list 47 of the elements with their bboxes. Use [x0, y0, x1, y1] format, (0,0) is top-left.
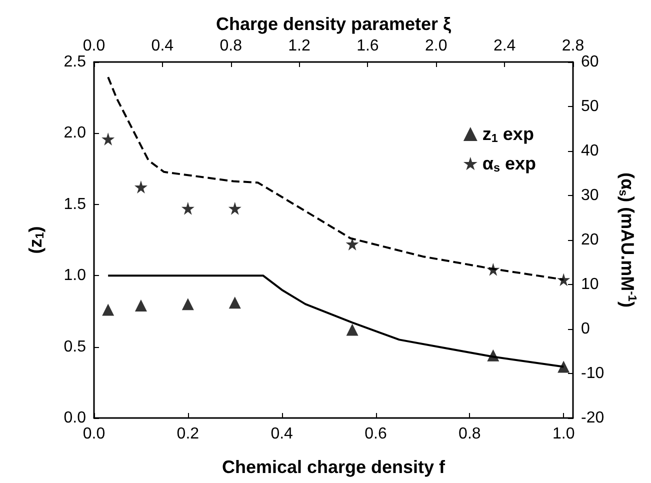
y-tick-label: 0.5 — [64, 338, 86, 356]
x2-tick-label: 0.8 — [220, 38, 242, 54]
y-tick-label: 2.5 — [64, 54, 86, 70]
point — [134, 180, 148, 194]
y2-tick-label: 30 — [581, 187, 599, 204]
x2-tick-label: 0.0 — [82, 38, 106, 54]
point — [486, 262, 500, 276]
point — [134, 300, 147, 312]
y-tick-label: 1.5 — [64, 196, 86, 213]
y2-tick-label: -10 — [581, 365, 604, 382]
x-tick-label: 0.8 — [458, 426, 481, 442]
y-tick-label: 1.0 — [64, 267, 86, 284]
x2-axis-title: Charge density parameter ξ — [216, 14, 452, 34]
y-tick-label: 0.0 — [64, 410, 86, 426]
x2-tick-label: 1.2 — [288, 38, 311, 54]
point — [487, 349, 500, 362]
point — [181, 202, 194, 215]
y2-tick-label: 0 — [581, 320, 590, 338]
point — [346, 238, 359, 251]
point — [102, 132, 115, 146]
x-tick-label: 0.4 — [270, 426, 294, 442]
point — [558, 360, 570, 373]
x2-tick-label: 2.8 — [562, 38, 584, 54]
x-tick-label: 0.6 — [364, 426, 387, 442]
y2-tick-label: 10 — [581, 276, 599, 293]
x2-tick-label: 2.4 — [493, 38, 516, 54]
point — [228, 296, 241, 309]
x-tick-label: 1.0 — [552, 426, 575, 442]
y-tick-label: 2.0 — [64, 124, 86, 142]
y2-tick-label: 50 — [581, 98, 599, 115]
point — [102, 304, 114, 316]
point — [557, 273, 570, 286]
y2-tick-label: 20 — [581, 232, 599, 248]
point — [182, 298, 194, 310]
y2-tick-label: 40 — [581, 142, 599, 160]
point — [228, 202, 242, 215]
x2-tick-label: 1.6 — [356, 38, 379, 54]
x-tick-label: 0.0 — [82, 426, 106, 442]
x-axis-title: Chemical charge density f — [222, 457, 446, 477]
y-axis-title: (z1) — [26, 226, 46, 254]
x2-tick-label: 2.0 — [425, 38, 448, 54]
point — [346, 324, 358, 336]
y2-tick-label: 60 — [581, 54, 599, 70]
y2-axis-title: (αs) (mAU.mM-1) — [616, 172, 638, 308]
y2-tick-label: -20 — [581, 410, 604, 426]
x-tick-label: 0.2 — [176, 426, 200, 442]
x2-tick-label: 0.4 — [151, 38, 174, 54]
